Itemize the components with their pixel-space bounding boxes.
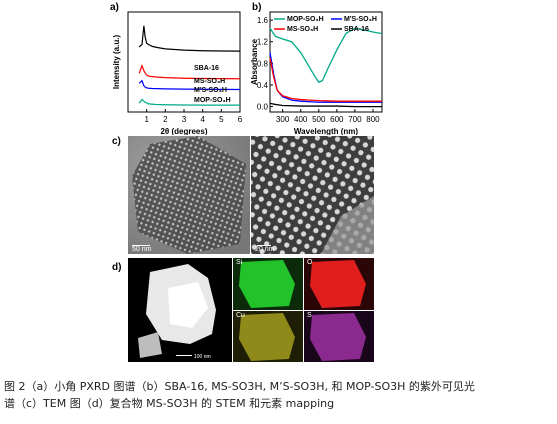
uvvis-ylabel: Absorbance [250, 38, 259, 85]
pxrd-xtick-label: 6 [238, 115, 243, 124]
uvvis-series-line [269, 57, 382, 102]
pxrd-xtick-label: 1 [144, 115, 149, 124]
uvvis-xtick-label: 300 [276, 115, 290, 124]
pxrd-label-sba16: SBA-16 [194, 65, 219, 72]
uvvis-ytick-label: 0.8 [257, 59, 269, 68]
map-si: Si [233, 258, 303, 310]
pxrd-xtick-label: 5 [219, 115, 224, 124]
legend-sba: SBA-16 [344, 26, 369, 33]
uvvis-axes-frame [269, 11, 383, 113]
uvvis-chart: 300 400 500 600 700 800 0.0 0.4 0.8 1.2 1.6 MOP-SO… [250, 11, 383, 135]
panel-label-d: d) [112, 262, 122, 273]
tem-image-right: 20 nm [251, 136, 374, 254]
pxrd-series-line [138, 64, 241, 80]
map-o: O [304, 258, 374, 310]
pxrd-xtick-label: 2 [163, 115, 168, 124]
map-s: S [304, 311, 374, 362]
pxrd-xtick-label: 3 [182, 115, 187, 124]
panel-label-a: a) [110, 2, 119, 13]
pxrd-ylabel: Intensity (a.u.) [112, 35, 121, 90]
panel-label-b: b) [252, 2, 262, 13]
stem-scale-label: 100 nm [194, 354, 211, 360]
legend-ms: MS-SO₃H [287, 26, 318, 33]
map-cu: Cu [233, 311, 303, 362]
map-s-label: S [307, 312, 312, 319]
scale-bar-left [132, 245, 150, 246]
scale-label-right: 20 nm [255, 246, 275, 253]
legend-mprime: M'S-SO₃H [344, 16, 377, 23]
uvvis-series-line [269, 102, 382, 108]
scale-label-left: 50 nm [132, 246, 152, 253]
pxrd-xlabel: 2θ (degrees) [160, 127, 207, 135]
scale-bar-right [257, 245, 271, 246]
caption-line-1: 图 2（a）小角 PXRD 图谱（b）SBA-16, MS-SO3H, M’S-… [4, 380, 475, 393]
stem-image: 100 nm [128, 258, 232, 362]
pxrd-series-line [138, 98, 240, 106]
pxrd-label-ms: MS-SO₃H [194, 78, 225, 85]
uvvis-xtick-label: 600 [330, 115, 344, 124]
uvvis-ytick-label: 1.6 [257, 16, 269, 25]
map-o-label: O [307, 259, 313, 266]
uvvis-ytick-label: 0.0 [257, 103, 269, 112]
pxrd-xtick-label: 4 [200, 115, 205, 124]
uvvis-xtick-label: 400 [294, 115, 308, 124]
pxrd-label-mprime: M'S-SO₃H [194, 87, 227, 94]
map-si-label: Si [236, 259, 243, 266]
uvvis-xtick-label: 800 [366, 115, 380, 124]
uvvis-xtick-label: 700 [348, 115, 362, 124]
uvvis-xtick-label: 500 [312, 115, 326, 124]
uvvis-xlabel: Wavelength (nm) [294, 127, 358, 135]
stem-scale-bar [176, 355, 192, 356]
pxrd-series-line [138, 79, 241, 91]
uvvis-ytick-label: 0.4 [257, 81, 269, 90]
tem-image-left: 50 nm [128, 136, 250, 254]
panel-label-c: c) [112, 136, 121, 147]
figure-caption: 图 2（a）小角 PXRD 图谱（b）SBA-16, MS-SO3H, M’S-… [4, 378, 552, 412]
legend-mop: MOP-SO₃H [287, 16, 324, 23]
map-cu-label: Cu [236, 312, 245, 319]
uvvis-series-line [269, 27, 383, 84]
pxrd-label-mop: MOP-SO₃H [194, 97, 231, 104]
uvvis-ytick-label: 1.2 [257, 38, 269, 47]
pxrd-series-line [138, 25, 241, 52]
uvvis-series-line [269, 52, 382, 103]
caption-line-2: 谱（c）TEM 图（d）复合物 MS-SO3H 的 STEM 和元素 mappi… [4, 397, 335, 410]
